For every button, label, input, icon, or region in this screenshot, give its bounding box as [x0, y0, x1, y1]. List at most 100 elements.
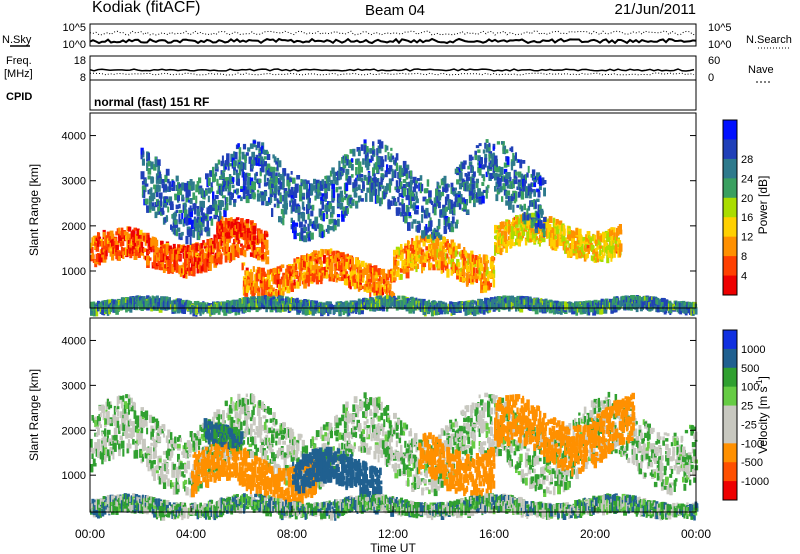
heatmap-cell: [473, 267, 476, 276]
heatmap-cell: [425, 246, 429, 251]
heatmap-cell: [366, 264, 370, 273]
heatmap-cell: [474, 300, 477, 305]
heatmap-cell: [471, 254, 475, 262]
heatmap-cell: [383, 287, 386, 293]
heatmap-cell: [590, 255, 593, 261]
heatmap-cell: [334, 263, 337, 270]
heatmap-cell: [566, 230, 570, 240]
heatmap-cell: [421, 265, 424, 274]
heatmap-cell: [106, 307, 110, 316]
heatmap-cell: [374, 297, 378, 303]
heatmap-cell: [509, 233, 512, 239]
heatmap-cell: [191, 185, 194, 191]
heatmap-cell: [111, 235, 114, 240]
heatmap-cell: [602, 254, 605, 259]
heatmap-cell: [458, 303, 462, 308]
heatmap-cell: [259, 303, 262, 310]
heatmap-cell: [143, 189, 146, 198]
heatmap-cell: [411, 250, 414, 256]
heatmap-cell: [557, 225, 560, 231]
heatmap-cell: [179, 265, 183, 274]
heatmap-cell: [226, 232, 230, 239]
heatmap-cell: [509, 302, 512, 310]
heatmap-cell: [261, 267, 265, 273]
heatmap-cell: [416, 251, 420, 255]
heatmap-cell: [617, 240, 622, 245]
heatmap-cell: [126, 249, 129, 258]
heatmap-cell: [596, 307, 600, 315]
heatmap-cell: [328, 307, 332, 315]
heatmap-cell: [252, 281, 256, 287]
heatmap-cell: [550, 240, 553, 249]
heatmap-cell: [203, 263, 208, 273]
heatmap-cell: [362, 268, 365, 278]
heatmap-cell: [141, 296, 145, 304]
heatmap-cell: [436, 238, 440, 242]
date-title: 21/Jun/2011: [615, 1, 696, 18]
heatmap-cell: [540, 302, 543, 312]
heatmap-cell: [154, 263, 159, 270]
heatmap-cell: [189, 307, 192, 315]
heatmap-cell: [520, 222, 524, 226]
heatmap-cell: [255, 247, 258, 252]
heatmap-cell: [213, 239, 216, 249]
heatmap-cell: [126, 300, 130, 308]
heatmap-cell: [505, 244, 508, 253]
heatmap-cell: [157, 171, 160, 180]
heatmap-cell: [171, 187, 175, 191]
heatmap-cell: [165, 168, 170, 176]
heatmap-cell: [467, 265, 470, 272]
nsky-left-label: N.Sky: [2, 34, 32, 46]
heatmap-cell: [388, 295, 391, 301]
heatmap-cell: [147, 156, 151, 160]
heatmap-cell: [177, 191, 180, 198]
heatmap-cell: [162, 196, 166, 203]
heatmap-cell: [478, 271, 482, 281]
heatmap-cell: [533, 298, 537, 306]
heatmap-cell: [203, 190, 206, 198]
heatmap-cell: [555, 307, 558, 314]
heatmap-cell: [418, 247, 421, 254]
heatmap-cell: [407, 240, 410, 246]
heatmap-cell: [471, 273, 475, 280]
heatmap-cell: [342, 252, 345, 260]
heatmap-cell: [223, 222, 226, 227]
heatmap-cell: [217, 232, 222, 240]
heatmap-cell: [193, 247, 198, 257]
heatmap-cell: [363, 302, 366, 307]
heatmap-cell: [181, 248, 184, 253]
heatmap-cell: [233, 302, 236, 312]
heatmap-cell: [255, 269, 259, 273]
heatmap-cell: [315, 255, 319, 260]
heatmap-cell: [272, 287, 275, 291]
heatmap-cell: [687, 306, 690, 314]
heatmap-cell: [575, 253, 579, 260]
heatmap-cell: [150, 176, 154, 184]
heatmap-cell: [214, 163, 219, 170]
heatmap-cell: [435, 240, 440, 247]
heatmap-cell: [273, 270, 278, 277]
heatmap-cell: [314, 306, 317, 314]
heatmap-cell: [151, 206, 156, 211]
heatmap-cell: [221, 181, 225, 186]
heatmap-cell: [418, 254, 421, 259]
heatmap-cell: [228, 174, 232, 183]
heatmap-cell: [252, 223, 256, 229]
heatmap-cell: [233, 165, 236, 171]
heatmap-cell: [265, 239, 269, 248]
freq-series: [89, 68, 695, 72]
heatmap-cell: [207, 243, 211, 252]
nsky-panel: N.Sky 10^5 10^0 10^5 10^0 N.Search: [2, 22, 792, 51]
heatmap-cell: [370, 303, 373, 308]
heatmap-cell: [618, 249, 622, 257]
heatmap-cell: [467, 307, 470, 315]
heatmap-cell: [198, 253, 202, 260]
heatmap-cell: [249, 297, 253, 307]
heatmap-cell: [207, 251, 211, 259]
heatmap-cell: [471, 299, 474, 303]
heatmap-cell: [240, 218, 244, 224]
heatmap-cell: [307, 266, 310, 273]
heatmap-cell: [582, 236, 586, 242]
heatmap-cell: [165, 199, 170, 203]
heatmap-cell: [141, 247, 145, 253]
